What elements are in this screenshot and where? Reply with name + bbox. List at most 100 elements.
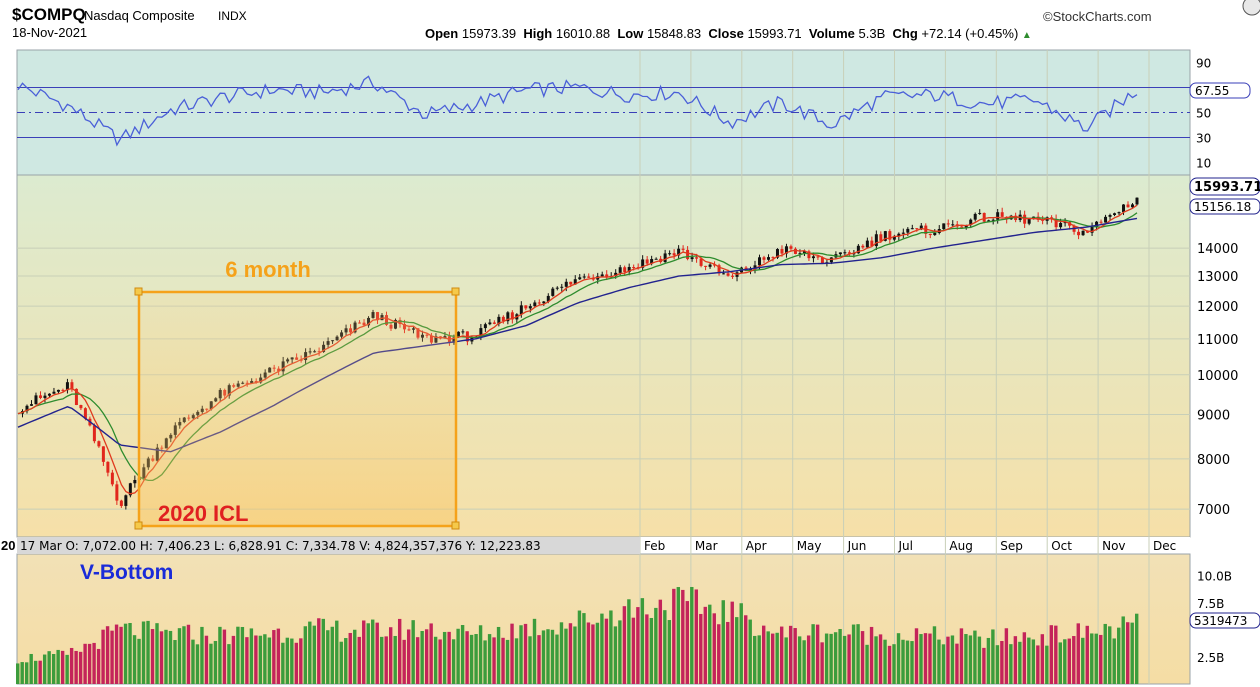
candle-body [964, 225, 968, 228]
volume-bar [1112, 638, 1116, 684]
volume-bar [838, 629, 842, 684]
candle-body [497, 316, 501, 324]
brand: ©StockCharts.com [1043, 9, 1152, 24]
candle-body [726, 273, 730, 276]
candle-body [133, 479, 137, 484]
candle-body [533, 302, 537, 307]
candle-body [892, 236, 896, 240]
volume-bar [402, 639, 406, 684]
volume-bar [663, 610, 667, 684]
volume-bar [478, 625, 483, 684]
box-handle-bl[interactable] [134, 521, 143, 530]
candle-body [802, 251, 806, 254]
volume-bar [955, 643, 959, 684]
price-tick-label: 12000 [1197, 300, 1238, 315]
volume-bar [1085, 625, 1089, 684]
low-label: Low [617, 26, 644, 41]
grid-lines [17, 50, 1190, 684]
candle-body [551, 288, 555, 296]
volume-bar [397, 618, 402, 684]
volume-bar [204, 635, 209, 684]
volume-bar [177, 628, 182, 684]
volume-bar [303, 626, 308, 684]
candle-body [56, 389, 60, 392]
info-bar-text: 17 Mar O: 7,072.00 H: 7,406.23 L: 6,828.… [20, 539, 541, 553]
candle-body [852, 253, 856, 255]
volume-bar [977, 636, 982, 684]
volume-bar [753, 635, 757, 684]
volume-bar [811, 624, 815, 684]
volume-bar [1072, 636, 1076, 684]
volume-bar [317, 618, 321, 684]
volume-bar [433, 636, 438, 684]
rsi-value: 67.55 [1195, 84, 1229, 98]
volume-bar [1054, 625, 1058, 684]
ohlc-line: Open 15973.39 High 16010.88 Low 15848.83… [425, 26, 1032, 41]
volume-bar [209, 643, 213, 684]
candle-body [731, 275, 735, 277]
open-value: 15973.39 [461, 26, 517, 41]
candle-body [946, 223, 950, 225]
volume-bar [240, 626, 245, 684]
candle-body [456, 331, 460, 338]
volume-bar [762, 625, 766, 684]
volume-bar [92, 642, 96, 684]
volume-bar [788, 625, 793, 684]
volume-bar [726, 621, 730, 684]
volume-bar [1022, 632, 1027, 684]
high-value: 16010.88 [555, 26, 611, 41]
volume-bar [1090, 633, 1094, 684]
box-handle-tl[interactable] [134, 287, 143, 296]
volume-bar [227, 644, 231, 684]
month-label: Jul [898, 539, 913, 553]
volume-bar [941, 644, 946, 684]
candle-body [461, 331, 465, 333]
volume-bar [173, 640, 177, 684]
candle-body [807, 251, 811, 259]
candle-body [847, 252, 851, 254]
volume-bar [932, 626, 937, 684]
volume-bar [294, 642, 299, 684]
last-price: 15993.71 [1194, 180, 1260, 195]
volume-bar [366, 623, 370, 684]
volume-bar [33, 660, 38, 684]
candle-body [780, 249, 784, 254]
candle-body [537, 302, 541, 304]
volume-bar [1009, 644, 1013, 684]
six-month-box[interactable] [137, 290, 458, 528]
candle-body [708, 264, 712, 267]
volume-bar [438, 639, 442, 684]
candle-body [560, 286, 564, 288]
box-handle-br[interactable] [451, 521, 460, 530]
candle-body [820, 257, 824, 264]
volume-bar [667, 620, 672, 684]
volume-bar [357, 636, 361, 684]
volume-bar [910, 641, 914, 684]
volume-bar [29, 653, 33, 684]
box-handle-tr[interactable] [451, 287, 460, 296]
volume-bar [56, 649, 60, 684]
candle-body [865, 240, 869, 248]
candle-body [528, 306, 532, 309]
candle-body [101, 446, 105, 462]
candle-body [677, 248, 681, 256]
volume-bar [83, 643, 87, 684]
candle-body [79, 405, 83, 409]
volume-bar [335, 620, 339, 684]
volume-bar [389, 627, 393, 684]
volume-bar [1040, 634, 1045, 684]
volume-bar [114, 624, 119, 684]
volume-bar [559, 622, 564, 684]
scroll-corner-icon[interactable] [1242, 0, 1260, 16]
month-label: Nov [1102, 539, 1125, 553]
volume-bar [622, 606, 627, 684]
volume-bar [690, 586, 694, 684]
candle-body [996, 212, 1000, 220]
volume-bar [1031, 639, 1036, 684]
volume-bar [991, 629, 995, 684]
candle-body [600, 274, 604, 277]
candle-body [924, 225, 928, 234]
rsi-tick-label: 30 [1196, 132, 1211, 146]
candle-body [25, 405, 29, 412]
candle-body [1095, 221, 1099, 227]
